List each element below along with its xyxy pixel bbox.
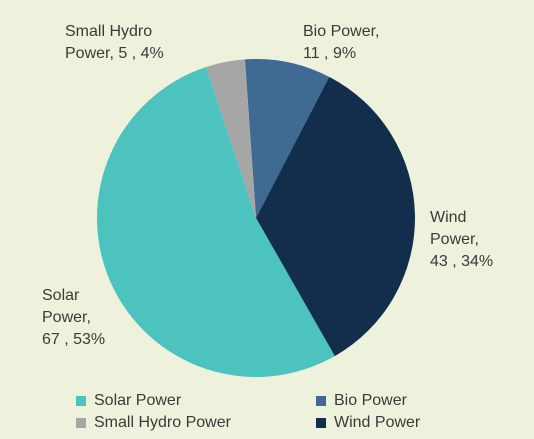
legend-swatch	[76, 396, 86, 406]
pie-slice	[96, 67, 335, 378]
data-label: 43 , 34%	[430, 253, 493, 270]
data-label: Small Hydro	[65, 23, 152, 40]
data-label: Power,	[430, 231, 479, 248]
data-label: Power,	[42, 309, 91, 326]
legend-swatch	[316, 396, 326, 406]
legend-label: Wind Power	[334, 414, 421, 431]
pie-slice	[244, 59, 330, 218]
data-label: Wind	[430, 209, 466, 226]
data-label: Bio Power,	[303, 23, 379, 40]
data-label: 67 , 53%	[42, 331, 105, 348]
legend-swatch	[316, 418, 326, 428]
data-label: Power, 5 , 4%	[65, 45, 164, 62]
data-label: 11 , 9%	[303, 45, 356, 62]
data-label: Solar	[42, 287, 80, 304]
legend-swatch	[76, 418, 86, 428]
legend-label: Solar Power	[94, 392, 182, 409]
pie-slice	[206, 59, 256, 219]
pie-slice	[256, 76, 415, 357]
legend-label: Bio Power	[334, 392, 408, 409]
legend-label: Small Hydro Power	[94, 414, 232, 431]
